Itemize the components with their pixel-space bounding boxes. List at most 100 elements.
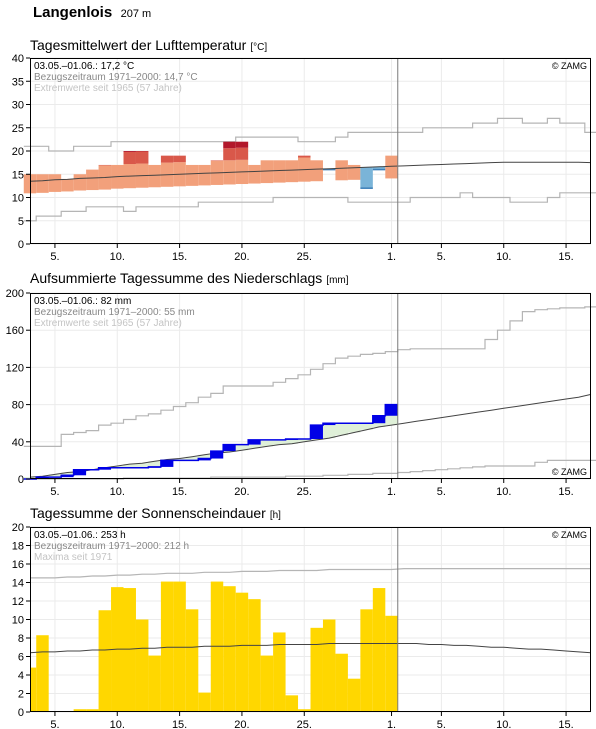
x-tick-label: 1. [387,251,396,263]
temperature-plot-border [30,58,591,244]
x-tick-label: 1. [387,719,396,729]
temperature-max-record-line [23,117,596,152]
x-tick-label: 10. [496,486,511,498]
sunshine-bar [36,635,49,712]
sunshine-unit: [h] [269,510,281,521]
sunshine-bar [86,709,99,712]
temperature-bar-warm [235,147,249,160]
sunshine-bar [385,615,398,712]
sunshine-bar [73,709,87,712]
precipitation-max-line [23,306,596,447]
x-tick-label: 5. [50,719,59,729]
precipitation-increment [310,425,323,440]
y-tick-label: 0 [18,474,24,486]
sunshine-bar [123,588,136,712]
x-tick-label: 5. [437,719,446,729]
temperature-bar [385,155,398,179]
sunshine-bar [285,695,299,712]
sunshine-bar [173,581,186,712]
precipitation-plot-area [30,293,591,479]
precipitation-increment [372,415,386,424]
sunshine-bar [260,655,274,712]
x-tick-label: 15. [558,486,573,498]
x-tick-label: 5. [437,486,446,498]
sunshine-bar [235,592,249,712]
temperature-info-reference: Bezugszeitraum 1971–2000: 14,7 °C [34,72,198,83]
precipitation-info-reference: Bezugszeitraum 1971–2000: 55 mm [34,307,195,318]
y-tick-label: 14 [12,578,24,590]
precipitation-increment [248,439,261,445]
station-elevation: 207 m [120,8,152,20]
sunshine-info-reference: Bezugszeitraum 1971–2000: 212 h [34,541,189,552]
x-tick-label: 10. [496,719,511,729]
precipitation-increments [36,404,398,479]
y-tick-label: 80 [12,400,24,412]
sunshine-bar [148,655,161,712]
sunshine-info-main: 03.05.–01.06.: 253 h [34,530,126,541]
x-tick-label: 10. [110,486,125,498]
x-tick-label: 15. [172,719,187,729]
temperature-info-extremes: Extremwerte seit 1965 (57 Jahre) [34,83,182,94]
y-tick-label: 10 [12,193,24,205]
y-tick-label: 20 [12,522,24,534]
temperature-bar-warm [173,155,186,163]
precipitation-credit: © ZAMG [552,467,587,477]
temperature-min-record-line [23,192,596,222]
sunshine-bar [223,586,236,712]
sunshine-bar [185,609,199,712]
temperature-info-main: 03.05.–01.06.: 17,2 °C [34,61,134,72]
y-tick-label: 200 [6,288,24,300]
precipitation-increment [148,466,161,468]
temperature-bar-hot [235,141,249,148]
temperature-bar [61,178,74,192]
temperature-bar-hot [123,151,136,152]
y-tick-label: 30 [12,100,24,112]
y-tick-label: 35 [12,76,24,88]
temperature-bar-warm [160,155,174,163]
sunshine-info-extremes: Maxima seit 1971 [34,552,113,563]
x-tick-label: 15. [172,251,187,263]
sunshine-plot-border [30,527,591,712]
temperature-bar [36,174,49,193]
sunshine-bar [310,627,323,712]
sunshine-bar [135,619,149,712]
x-tick-label: 10. [496,251,511,263]
temperature-bar-warm [123,151,136,165]
sunshine-bar [372,588,386,712]
temperature-bar [347,164,361,180]
y-tick-label: 40 [12,53,24,65]
sunshine-bar [273,632,286,712]
y-tick-label: 20 [12,146,24,158]
x-tick-label: 15. [558,719,573,729]
y-tick-label: 2 [18,689,24,701]
temperature-bar [260,160,274,184]
temperature-bar-warm [135,151,149,164]
precipitation-title: Aufsummierte Tagessumme des Niederschlag… [30,270,323,286]
x-tick-label: 15. [172,486,187,498]
sunshine-bar [198,692,211,712]
temperature-bar [48,174,62,192]
precipitation-increment [98,467,112,470]
precipitation-increment [160,460,174,467]
sunshine-bar [347,678,361,712]
sunshine-bar [360,609,373,712]
x-tick-label: 10. [110,251,125,263]
precipitation-increment [210,451,224,459]
x-tick-label: 20. [234,251,249,263]
temperature-bar [86,169,99,191]
temperature-bar [73,174,87,191]
y-tick-label: 5 [18,216,24,228]
precipitation-unit: [mm] [326,275,349,286]
y-tick-label: 0 [18,239,24,251]
y-tick-label: 25 [12,123,24,135]
x-tick-label: 5. [50,486,59,498]
temperature-bar [310,160,323,182]
y-tick-label: 10 [12,615,24,627]
temperature-bars [23,141,398,194]
x-tick-label: 20. [234,719,249,729]
y-tick-label: 4 [18,670,24,682]
x-tick-label: 20. [234,486,249,498]
